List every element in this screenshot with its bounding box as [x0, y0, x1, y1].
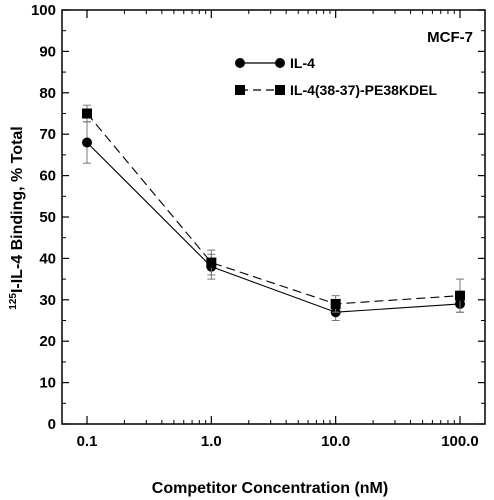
x-tick-label: 0.1 [77, 433, 98, 450]
data-point [82, 108, 92, 119]
y-axis-title-main: I-IL-4 Binding, % Total [9, 126, 26, 293]
y-tick-label: 50 [39, 209, 56, 226]
y-axis-title: 125I-IL-4 Binding, % Total [8, 126, 26, 309]
legend-marker-il4-pe [235, 85, 245, 95]
y-tick-label: 60 [39, 168, 56, 185]
y-axis-title-sup: 125 [8, 293, 19, 310]
legend-marker-il4 [235, 58, 245, 68]
data-point [206, 257, 217, 268]
y-tick-label: 30 [39, 292, 56, 309]
y-tick-label: 10 [39, 375, 56, 392]
x-axis-title: Competitor Concentration (nM) [152, 480, 388, 497]
y-tick-label: 80 [39, 85, 56, 102]
y-tick-label: 20 [39, 333, 56, 350]
y-tick-label: 70 [39, 126, 56, 143]
data-point [330, 298, 341, 309]
series-line [86, 113, 461, 305]
plot-area [61, 9, 486, 425]
legend-marker-il4-end [275, 58, 285, 68]
annotation-label: MCF-7 [427, 29, 473, 46]
data-point [455, 290, 465, 301]
legend: IL-4 IL-4(38-37)-PE38KDEL [235, 55, 437, 98]
y-axis: 0 10 20 30 40 50 60 70 80 90 100 [31, 2, 485, 433]
y-tick-label: 90 [39, 43, 56, 60]
x-tick-label: 10.0 [321, 433, 350, 450]
y-tick-label: 0 [48, 416, 56, 433]
series-layer [82, 104, 465, 321]
data-point [82, 137, 92, 148]
series-line [86, 142, 461, 313]
legend-marker-il4-pe-end [275, 85, 285, 95]
legend-label-il4-pe: IL-4(38-37)-PE38KDEL [290, 82, 437, 98]
x-axis: 0.1 1.0 10.0 100.0 [77, 10, 479, 450]
plot-frame [61, 9, 486, 425]
x-tick-label: 1.0 [201, 433, 222, 450]
x-tick-label: 100.0 [441, 433, 479, 450]
legend-label-il4: IL-4 [290, 55, 315, 71]
y-tick-label: 40 [39, 250, 56, 267]
y-tick-label: 100 [31, 2, 56, 19]
